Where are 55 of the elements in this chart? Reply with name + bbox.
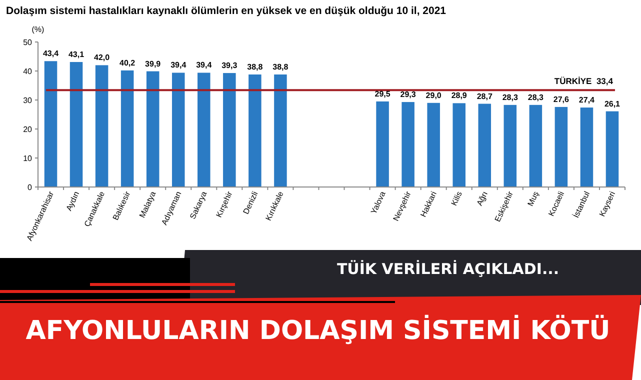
bar: [580, 108, 594, 187]
bar: [223, 73, 236, 187]
y-tick-label: 50: [23, 38, 33, 47]
data-label: 29,5: [374, 89, 391, 98]
data-label: 28,3: [528, 92, 544, 102]
bar: [120, 70, 134, 187]
text: TÜİK VERİLERİ AÇIKLADI...: [336, 260, 560, 278]
bar: [248, 74, 262, 187]
y-tick-label: 30: [23, 96, 33, 105]
bar: [478, 104, 492, 187]
bar: [172, 72, 185, 187]
y-tick-label: 40: [23, 67, 33, 76]
data-label: 26,1: [604, 99, 621, 108]
y-tick-label: 0: [28, 183, 33, 192]
bar: [146, 71, 160, 187]
x-tick-label: Aydın: [64, 190, 82, 212]
x-tick-label: Ağrı: [475, 190, 490, 208]
bar: [427, 102, 440, 187]
data-label: 28,9: [451, 91, 468, 100]
bar: [44, 61, 58, 187]
bar: [606, 111, 619, 187]
data-label: 27,6: [553, 94, 570, 104]
data-label: 28,7: [476, 92, 493, 101]
x-tick-label: Muş: [526, 190, 540, 208]
text: AFYONLULARIN DOLAŞIM SİSTEMİ KÖTÜ: [26, 314, 610, 346]
data-label: 28,3: [502, 92, 518, 102]
bar: [554, 106, 568, 187]
data-label: 29,0: [426, 90, 442, 100]
data-label: 39,9: [145, 59, 162, 68]
bar: [274, 74, 287, 187]
bar: [529, 104, 542, 187]
bar: [198, 72, 210, 187]
x-tick-label: Kilis: [450, 190, 464, 208]
y-tick-label: 20: [23, 125, 33, 134]
ref-line-label: TÜRKİYE 33,4: [554, 76, 614, 86]
bar: [504, 104, 517, 187]
bar: [376, 101, 389, 187]
bar: [70, 62, 83, 187]
chart-title: Dolaşım sistemi hastalıkları kaynaklı ölümlerin en yüksek ve en düşük olduğu 10 il, 2021: [6, 5, 446, 17]
y-axis-title: (%): [32, 25, 45, 34]
data-label: 39,3: [222, 61, 238, 70]
data-label: 29,3: [400, 90, 416, 100]
data-label: 39,4: [196, 60, 212, 70]
data-label: 38,8: [247, 62, 264, 72]
y-tick-label: 10: [23, 154, 33, 163]
data-label: 42,0: [94, 53, 110, 62]
data-label: 43,4: [42, 49, 60, 58]
data-label: 27,4: [578, 96, 596, 105]
bar: [452, 103, 466, 187]
bar: [402, 102, 414, 187]
data-label: 38,8: [272, 62, 289, 72]
bar: [95, 65, 108, 187]
data-label: 39,4: [170, 60, 187, 70]
data-label: 43,1: [68, 50, 85, 60]
data-label: 40,2: [120, 58, 136, 68]
